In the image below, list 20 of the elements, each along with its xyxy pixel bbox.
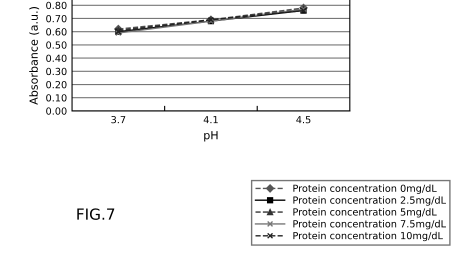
y-tick-label: 0.50 [46, 41, 67, 49]
legend-label: Protein concentration 2.5mg/dL [293, 196, 446, 206]
legend-label: Protein concentration 10mg/dL [293, 232, 443, 242]
y-tick-label: 0.60 [46, 28, 67, 36]
x-tick-label: 4.5 [296, 116, 310, 124]
x-tick-label: 4.1 [204, 116, 218, 124]
y-tick-label: 0.40 [46, 54, 67, 62]
y-tick-label: 0.70 [46, 14, 67, 22]
y-tick-label: 0.80 [46, 2, 67, 10]
legend-label: Protein concentration 7.5mg/dL [293, 220, 446, 230]
y-tick-label: 0.30 [46, 68, 67, 76]
x-axis-title: pH [204, 131, 218, 142]
legend-label: Protein concentration 0mg/dL [293, 184, 437, 194]
y-axis-title: Absorbance (a.u.) [29, 7, 40, 105]
caption: FIG.7 [77, 208, 114, 220]
y-tick-label: 0.20 [46, 80, 67, 88]
y-tick-label: 0.00 [46, 107, 67, 115]
y-tick-label: 0.10 [46, 94, 67, 102]
legend-label: Protein concentration 5mg/dL [293, 208, 437, 218]
x-tick-label: 3.7 [111, 116, 126, 124]
